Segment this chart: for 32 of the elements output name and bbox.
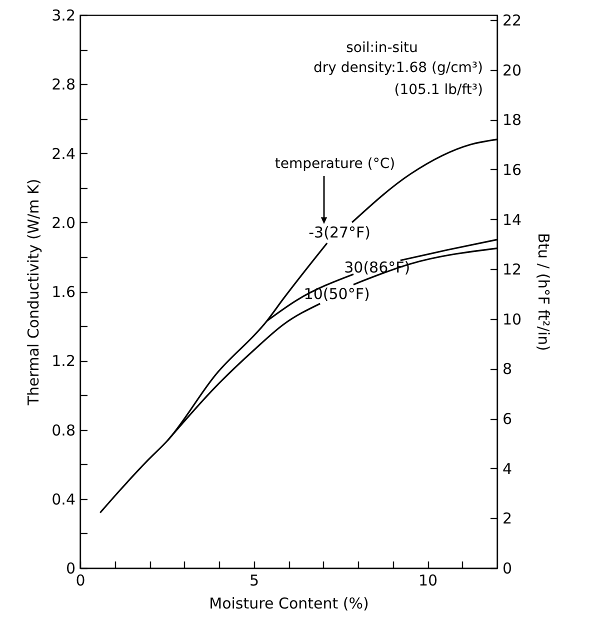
y2-tick-label: 14 — [502, 210, 522, 229]
y2-tick-label: 12 — [502, 260, 522, 279]
annotation: temperature (°C) — [274, 156, 396, 172]
y-tick-label: 2.0 — [52, 214, 76, 232]
x-tick-label: 10 — [418, 572, 438, 590]
y-tick-label: 0 — [66, 560, 76, 578]
x-axis-title: Moisture Content (%) — [209, 594, 369, 612]
annotation: dry density:1.68 (g/cm³) — [313, 60, 483, 76]
y2-tick-label: 22 — [502, 11, 522, 30]
x-tick-label: 5 — [249, 572, 260, 590]
y2-axis-title: Btu / (h°F ft²/in) — [534, 232, 553, 352]
y2-tick-label: 8 — [502, 360, 512, 378]
annotation: soil:in-situ — [346, 40, 418, 56]
y-tick-label: 2.4 — [52, 144, 76, 163]
y2-tick-label: 18 — [502, 111, 522, 130]
y2-tick-label: 2 — [502, 510, 512, 528]
y-tick-label: 0.4 — [52, 490, 76, 508]
y2-tick-label: 4 — [502, 460, 512, 478]
y-tick-label: 1.6 — [52, 283, 76, 301]
y-tick-label: 2.8 — [52, 76, 76, 94]
y-tick-label: 3.2 — [52, 6, 76, 24]
y2-tick-label: 20 — [502, 61, 522, 80]
y-tick-label: 1.2 — [52, 352, 76, 370]
series-label: -3(27°F) — [308, 224, 371, 242]
y-tick-label: 0.8 — [52, 421, 76, 440]
y2-tick-label: 6 — [502, 410, 512, 428]
annotation: (105.1 lb/ft³) — [394, 82, 483, 98]
y-axis-title: Thermal Conductivity (W/m K) — [24, 178, 43, 406]
y2-tick-label: 16 — [502, 160, 522, 179]
y2-tick-label: 0 — [502, 560, 512, 578]
series-label: 10(50°F) — [304, 285, 370, 304]
y2-tick-label: 10 — [502, 310, 522, 328]
